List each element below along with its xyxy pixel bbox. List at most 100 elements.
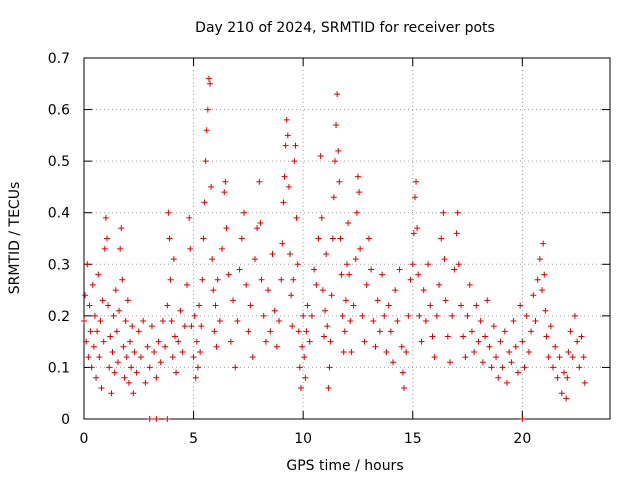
data-point bbox=[519, 338, 526, 345]
y-tick-label: 0.6 bbox=[48, 103, 70, 119]
data-point bbox=[442, 297, 449, 304]
data-point bbox=[283, 116, 290, 123]
data-point bbox=[214, 276, 221, 283]
data-point bbox=[81, 318, 87, 325]
data-point bbox=[184, 281, 191, 288]
data-point bbox=[392, 287, 399, 294]
data-point bbox=[121, 374, 128, 381]
data-point bbox=[162, 343, 169, 350]
x-tick-label: 0 bbox=[80, 431, 89, 447]
data-point bbox=[306, 338, 313, 345]
data-point bbox=[269, 250, 276, 257]
data-point bbox=[422, 318, 429, 325]
data-point bbox=[563, 395, 570, 402]
data-point bbox=[374, 297, 381, 304]
data-point bbox=[347, 318, 354, 325]
data-point bbox=[193, 338, 200, 345]
data-point bbox=[361, 338, 368, 345]
data-point bbox=[87, 328, 94, 335]
data-point bbox=[338, 271, 345, 278]
data-point bbox=[503, 379, 510, 386]
data-point bbox=[291, 158, 298, 165]
data-point bbox=[279, 240, 286, 247]
data-point bbox=[387, 328, 394, 335]
data-point bbox=[281, 173, 288, 180]
data-point bbox=[155, 338, 162, 345]
data-point bbox=[122, 318, 129, 325]
data-point bbox=[108, 390, 115, 397]
data-point bbox=[339, 312, 346, 319]
grid-lines bbox=[84, 58, 610, 419]
data-point bbox=[225, 271, 232, 278]
data-point bbox=[337, 235, 344, 242]
data-point bbox=[427, 302, 434, 309]
data-point bbox=[102, 214, 109, 221]
data-point bbox=[330, 194, 337, 201]
data-point bbox=[232, 364, 239, 371]
data-point bbox=[514, 369, 521, 376]
data-point bbox=[444, 333, 451, 340]
data-point bbox=[327, 338, 334, 345]
data-point bbox=[550, 364, 557, 371]
data-point bbox=[333, 122, 340, 129]
data-point bbox=[86, 302, 93, 309]
data-point bbox=[104, 235, 111, 242]
data-point bbox=[530, 292, 537, 299]
data-point bbox=[569, 354, 576, 361]
data-point bbox=[148, 323, 155, 330]
data-point bbox=[222, 178, 229, 185]
data-point bbox=[365, 235, 372, 242]
data-point bbox=[213, 343, 220, 350]
data-point bbox=[288, 292, 295, 299]
data-point bbox=[340, 348, 347, 355]
data-point bbox=[170, 256, 177, 263]
data-point bbox=[194, 364, 201, 371]
data-point bbox=[488, 364, 495, 371]
data-point bbox=[211, 328, 218, 335]
data-point bbox=[96, 354, 103, 361]
data-point bbox=[363, 281, 370, 288]
data-point bbox=[334, 91, 341, 98]
data-point bbox=[303, 328, 310, 335]
data-point bbox=[146, 364, 153, 371]
data-point bbox=[506, 348, 513, 355]
data-point bbox=[101, 245, 108, 252]
data-point bbox=[271, 307, 278, 314]
data-point bbox=[468, 328, 475, 335]
x-tick-label: 10 bbox=[294, 431, 312, 447]
data-point bbox=[111, 369, 118, 376]
data-point bbox=[558, 390, 565, 397]
data-point bbox=[262, 338, 269, 345]
data-point bbox=[257, 220, 264, 227]
axis-ticks: 0 0.1 0.2 0.3 0.4 0.5 0.6 0.7 0 5 10 15 20 bbox=[48, 51, 610, 447]
data-point bbox=[319, 287, 326, 294]
y-tick-label: 0 bbox=[61, 412, 70, 428]
data-point bbox=[297, 385, 304, 392]
data-point bbox=[186, 214, 193, 221]
data-point bbox=[477, 318, 484, 325]
data-point bbox=[510, 318, 517, 325]
data-point bbox=[251, 256, 258, 263]
data-point bbox=[90, 343, 97, 350]
data-point bbox=[454, 209, 461, 216]
data-point bbox=[238, 235, 245, 242]
data-point bbox=[447, 359, 454, 366]
data-point bbox=[352, 256, 359, 263]
data-point bbox=[153, 416, 160, 422]
data-point bbox=[420, 287, 427, 294]
data-point bbox=[318, 214, 325, 221]
data-point bbox=[317, 152, 324, 159]
data-point bbox=[85, 354, 92, 361]
data-point bbox=[381, 312, 388, 319]
data-point bbox=[394, 318, 401, 325]
data-point bbox=[201, 199, 208, 206]
data-point bbox=[88, 364, 95, 371]
data-point bbox=[304, 302, 311, 309]
data-point bbox=[540, 240, 547, 247]
data-point bbox=[287, 250, 294, 257]
data-point bbox=[336, 178, 343, 185]
data-point bbox=[433, 312, 440, 319]
data-point bbox=[357, 245, 364, 252]
y-axis-label: SRMTID / TECUs bbox=[7, 182, 23, 295]
data-point bbox=[302, 374, 309, 381]
